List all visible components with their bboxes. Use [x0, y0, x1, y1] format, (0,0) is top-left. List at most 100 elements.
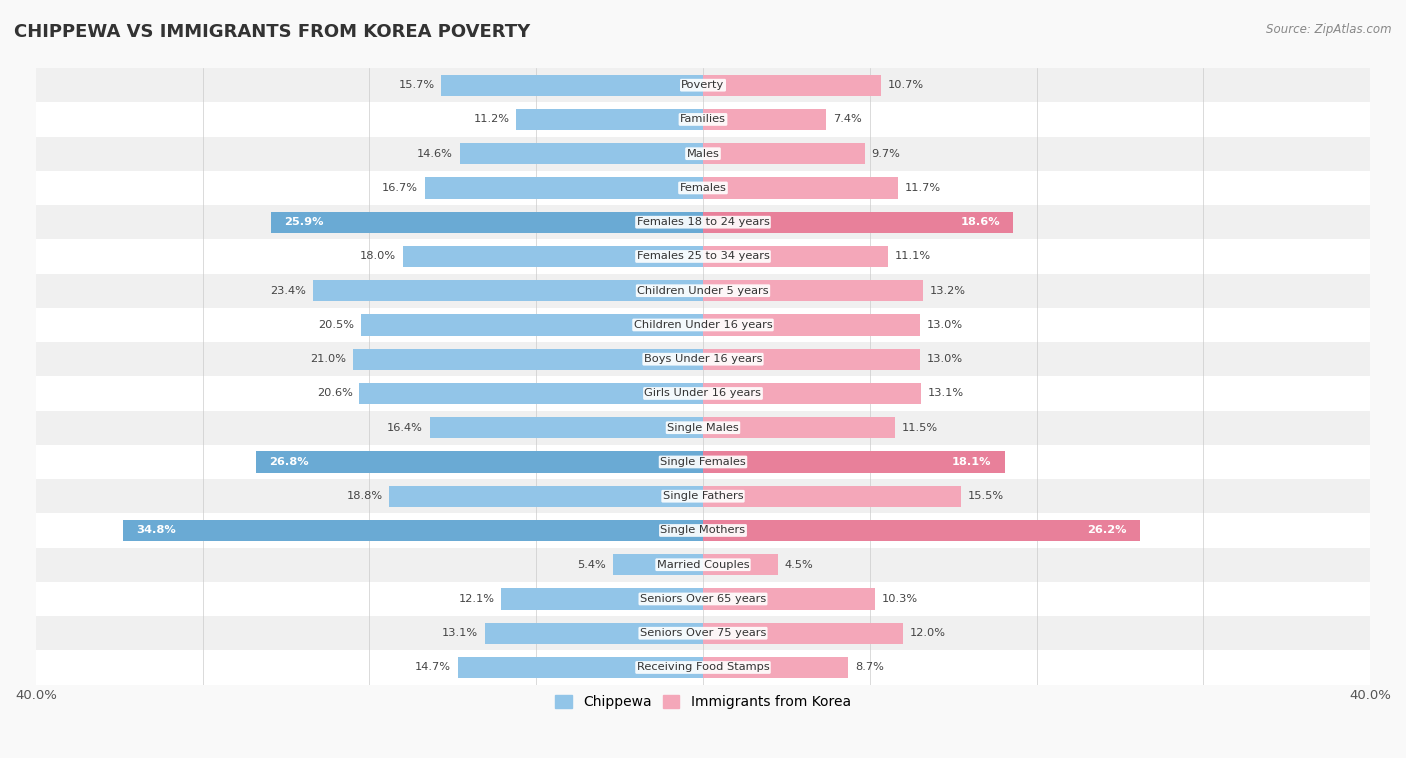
Bar [37, 445, 1369, 479]
Text: Boys Under 16 years: Boys Under 16 years [644, 354, 762, 364]
Text: CHIPPEWA VS IMMIGRANTS FROM KOREA POVERTY: CHIPPEWA VS IMMIGRANTS FROM KOREA POVERT… [14, 23, 530, 41]
Bar [458, 657, 703, 678]
Bar [37, 274, 1369, 308]
Bar [429, 417, 703, 438]
Text: 10.3%: 10.3% [882, 594, 918, 604]
Bar [425, 177, 703, 199]
Text: 8.7%: 8.7% [855, 662, 883, 672]
Text: 15.5%: 15.5% [969, 491, 1004, 501]
Text: Receiving Food Stamps: Receiving Food Stamps [637, 662, 769, 672]
Bar [37, 136, 1369, 171]
Text: 25.9%: 25.9% [284, 218, 323, 227]
Bar [516, 109, 703, 130]
Text: 11.2%: 11.2% [474, 114, 509, 124]
Text: 5.4%: 5.4% [578, 559, 606, 570]
Bar [37, 582, 1369, 616]
Bar [37, 240, 1369, 274]
Text: 34.8%: 34.8% [136, 525, 176, 535]
Bar [703, 349, 920, 370]
Bar [404, 246, 703, 267]
Text: 26.2%: 26.2% [1087, 525, 1126, 535]
Text: Males: Males [686, 149, 720, 158]
Text: 13.1%: 13.1% [928, 388, 965, 399]
Text: 18.1%: 18.1% [952, 457, 991, 467]
Text: Children Under 5 years: Children Under 5 years [637, 286, 769, 296]
Text: 21.0%: 21.0% [311, 354, 346, 364]
Text: 13.0%: 13.0% [927, 320, 963, 330]
Text: 7.4%: 7.4% [834, 114, 862, 124]
Text: Single Males: Single Males [666, 423, 740, 433]
Bar [37, 479, 1369, 513]
Text: Poverty: Poverty [682, 80, 724, 90]
Bar [613, 554, 703, 575]
Bar [485, 622, 703, 644]
Bar [703, 246, 889, 267]
Text: Single Mothers: Single Mothers [661, 525, 745, 535]
Text: 13.0%: 13.0% [927, 354, 963, 364]
Text: 13.2%: 13.2% [929, 286, 966, 296]
Bar [703, 554, 778, 575]
Text: 16.7%: 16.7% [382, 183, 418, 193]
Text: Married Couples: Married Couples [657, 559, 749, 570]
Text: 11.5%: 11.5% [901, 423, 938, 433]
Bar [37, 205, 1369, 240]
Bar [501, 588, 703, 609]
Bar [312, 280, 703, 302]
Text: 23.4%: 23.4% [270, 286, 307, 296]
Bar [37, 650, 1369, 684]
Bar [703, 280, 924, 302]
Text: 10.7%: 10.7% [889, 80, 924, 90]
Bar [353, 349, 703, 370]
Text: Girls Under 16 years: Girls Under 16 years [644, 388, 762, 399]
Text: Seniors Over 65 years: Seniors Over 65 years [640, 594, 766, 604]
Bar [37, 342, 1369, 376]
Bar [703, 143, 865, 164]
Bar [37, 308, 1369, 342]
Text: 18.0%: 18.0% [360, 252, 396, 262]
Bar [441, 74, 703, 96]
Text: 18.6%: 18.6% [960, 218, 1000, 227]
Text: Females 25 to 34 years: Females 25 to 34 years [637, 252, 769, 262]
Bar [703, 622, 903, 644]
Text: Females 18 to 24 years: Females 18 to 24 years [637, 218, 769, 227]
Text: Single Females: Single Females [661, 457, 745, 467]
Text: 11.7%: 11.7% [905, 183, 941, 193]
Text: 13.1%: 13.1% [441, 628, 478, 638]
Bar [703, 657, 848, 678]
Bar [703, 177, 898, 199]
Bar [703, 109, 827, 130]
Bar [37, 376, 1369, 411]
Text: 4.5%: 4.5% [785, 559, 814, 570]
Text: Families: Families [681, 114, 725, 124]
Text: 14.7%: 14.7% [415, 662, 451, 672]
Bar [361, 315, 703, 336]
Text: 12.0%: 12.0% [910, 628, 946, 638]
Text: Seniors Over 75 years: Seniors Over 75 years [640, 628, 766, 638]
Text: Females: Females [679, 183, 727, 193]
Text: Source: ZipAtlas.com: Source: ZipAtlas.com [1267, 23, 1392, 36]
Text: 12.1%: 12.1% [458, 594, 495, 604]
Text: 15.7%: 15.7% [398, 80, 434, 90]
Bar [703, 417, 894, 438]
Bar [37, 616, 1369, 650]
Text: 9.7%: 9.7% [872, 149, 900, 158]
Text: Single Fathers: Single Fathers [662, 491, 744, 501]
Bar [703, 74, 882, 96]
Bar [703, 520, 1140, 541]
Bar [703, 383, 921, 404]
Bar [37, 102, 1369, 136]
Bar [703, 211, 1014, 233]
Bar [37, 171, 1369, 205]
Bar [256, 451, 703, 472]
Text: Children Under 16 years: Children Under 16 years [634, 320, 772, 330]
Bar [460, 143, 703, 164]
Bar [271, 211, 703, 233]
Bar [703, 486, 962, 507]
Text: 18.8%: 18.8% [347, 491, 382, 501]
Text: 11.1%: 11.1% [894, 252, 931, 262]
Text: 20.5%: 20.5% [319, 320, 354, 330]
Bar [389, 486, 703, 507]
Bar [37, 68, 1369, 102]
Text: 14.6%: 14.6% [418, 149, 453, 158]
Bar [703, 315, 920, 336]
